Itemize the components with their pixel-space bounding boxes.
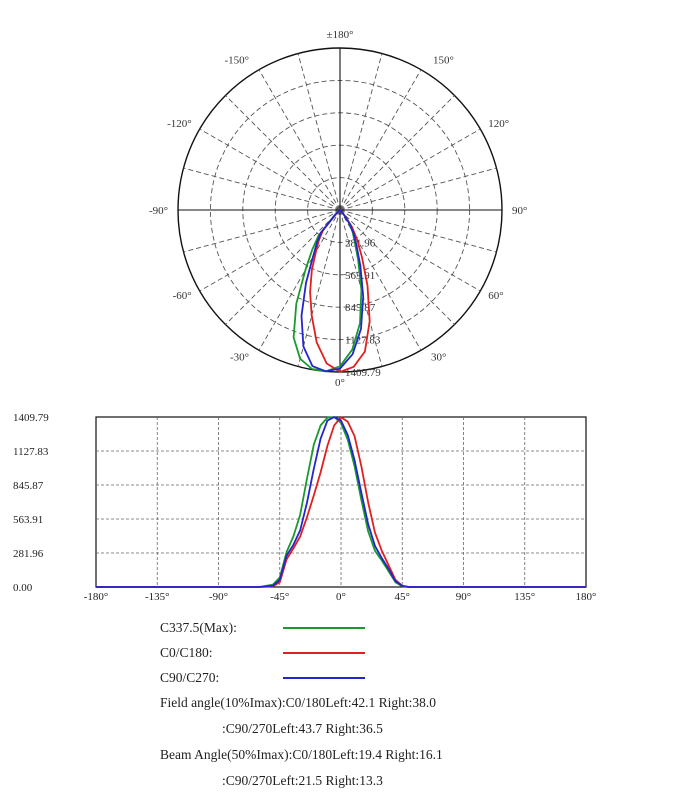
x-tick-label: 90° <box>456 591 471 603</box>
field-angle-line-1: Field angle(10%Imax):C0/180Left:42.1 Rig… <box>160 695 436 710</box>
polar-series-3 <box>300 209 365 373</box>
polar-angle-label: 90° <box>512 205 527 217</box>
polar-angle-label: 150° <box>433 55 454 67</box>
y-tick-label: 563.91 <box>13 514 43 526</box>
y-tick-label: 1409.79 <box>13 412 49 424</box>
x-tick-label: 180° <box>576 591 597 603</box>
polar-spoke-60 <box>339 209 481 292</box>
polar-spoke-150 <box>339 69 422 211</box>
beam-angle-line-2: :C90/270Left:21.5 Right:13.3 <box>222 773 383 788</box>
legend-label: C90/C270: <box>160 670 220 685</box>
polar-spoke-165 <box>339 53 383 211</box>
polar-angle-label: -150° <box>224 55 249 67</box>
x-tick-label: -180° <box>84 591 109 603</box>
line-series-3 <box>96 416 586 588</box>
polar-radial-label: 1127.83 <box>345 335 381 347</box>
polar-spoke-75 <box>339 209 497 253</box>
legend-swatch-red <box>283 652 365 654</box>
polar-spoke-240 <box>199 128 341 211</box>
polar-spoke-45 <box>339 209 455 325</box>
polar-angle-label: 30° <box>431 351 446 363</box>
legend-swatch-blue <box>283 677 365 679</box>
y-tick-label: 0.00 <box>13 582 33 594</box>
x-tick-label: -45° <box>270 591 289 603</box>
polar-intensity-chart: ±180° 150° 120° 90° 60° 30° 0° -30° -60° -90° -120… <box>149 29 527 389</box>
line-series-1 <box>96 416 586 588</box>
polar-spoke-120 <box>339 128 481 211</box>
legend-item-c0-c180: C0/C180: <box>160 642 420 664</box>
legend-label: C337.5(Max): <box>160 620 237 635</box>
polar-angle-label: -120° <box>167 118 192 130</box>
polar-angle-label: 120° <box>488 118 509 130</box>
polar-spoke-285 <box>183 209 341 253</box>
polar-angle-label: -60° <box>173 290 192 302</box>
legend-label: C0/C180: <box>160 645 213 660</box>
polar-spoke-345 <box>297 209 341 367</box>
x-tick-label: 0° <box>336 591 346 603</box>
polar-angle-label: 60° <box>488 290 503 302</box>
x-tick-label: -135° <box>145 591 170 603</box>
y-tick-label: 845.87 <box>13 480 44 492</box>
polar-radial-label: 281.96 <box>345 237 376 249</box>
polar-spoke-300 <box>199 209 341 292</box>
legend-swatch-green <box>283 627 365 629</box>
polar-spoke-330 <box>258 209 341 351</box>
field-angle-line-2: :C90/270Left:43.7 Right:36.5 <box>222 721 383 736</box>
polar-radial-label: 1409.79 <box>345 367 381 379</box>
y-tick-label: 1127.83 <box>13 446 49 458</box>
polar-spoke-135 <box>339 95 455 211</box>
polar-spoke-225 <box>225 95 341 211</box>
polar-angle-label: -90° <box>149 205 168 217</box>
polar-angle-label: 0° <box>335 377 345 389</box>
polar-spoke-255 <box>183 167 341 211</box>
polar-angle-label: -30° <box>230 351 249 363</box>
polar-spoke-105 <box>339 167 497 211</box>
beam-angle-line-1: Beam Angle(50%Imax):C0/180Left:19.4 Righ… <box>160 747 443 762</box>
x-tick-label: 45° <box>395 591 410 603</box>
legend-item-c337: C337.5(Max): <box>160 617 420 639</box>
x-tick-label: -90° <box>209 591 228 603</box>
x-tick-label: 135° <box>514 591 535 603</box>
polar-spoke-315 <box>225 209 341 325</box>
polar-spoke-210 <box>258 69 341 211</box>
y-tick-label: 281.96 <box>13 548 44 560</box>
cartesian-intensity-chart: 0.00 281.96 563.91 845.87 1127.83 1409.79 -180… <box>13 412 597 603</box>
polar-spoke-195 <box>297 53 341 211</box>
polar-angle-label: ±180° <box>327 29 354 41</box>
legend-item-c90-c270: C90/C270: <box>160 667 420 689</box>
